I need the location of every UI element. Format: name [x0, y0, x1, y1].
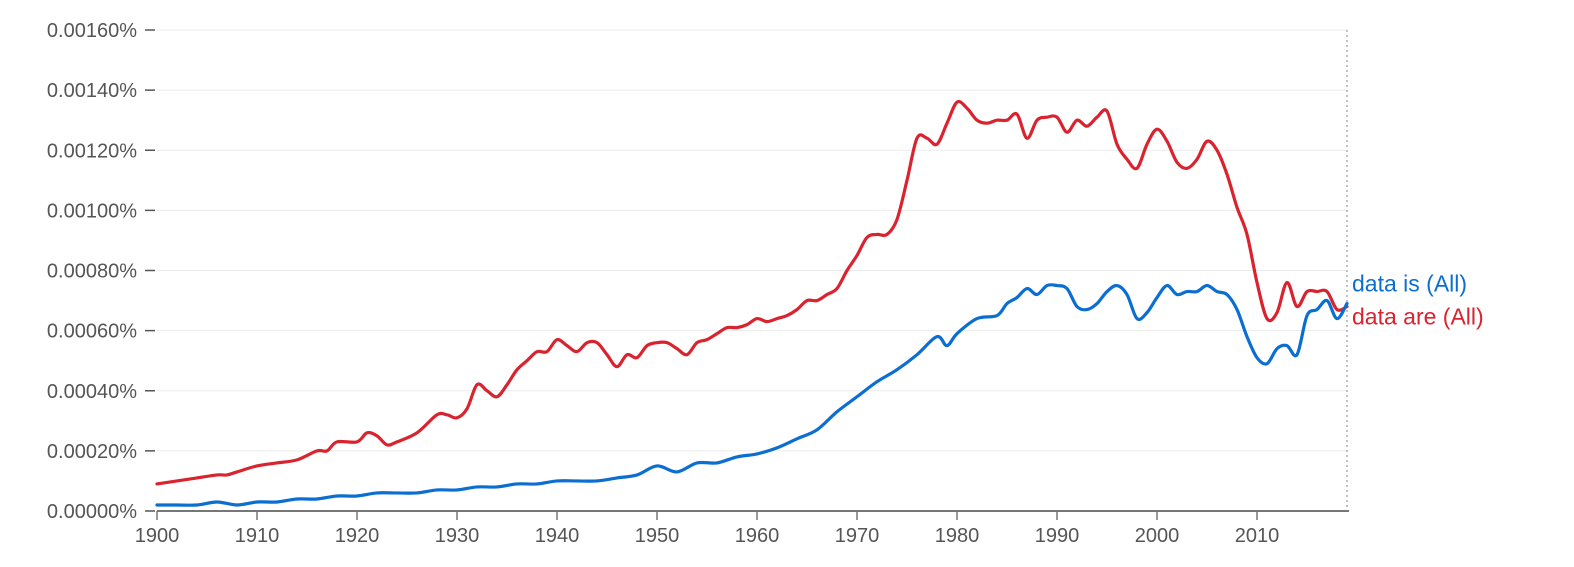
x-tick-label: 1940 [535, 525, 580, 547]
series-labels: data are (All) data is (All) [1352, 271, 1484, 330]
y-tick-label: 0.00080% [47, 261, 137, 283]
x-tick-label: 1930 [435, 525, 480, 547]
series-label-data-are-all[interactable]: data are (All) [1352, 304, 1484, 330]
x-tick-label: 1980 [935, 525, 980, 547]
x-tick-label: 1990 [1035, 525, 1080, 547]
series-label-data-is-all[interactable]: data is (All) [1352, 271, 1467, 297]
x-tick-label: 2000 [1135, 525, 1180, 547]
x-tick-label: 1950 [635, 525, 680, 547]
x-tick-label: 2010 [1235, 525, 1280, 547]
y-tick-label: 0.00000% [47, 501, 137, 523]
y-tick-label: 0.00060% [47, 321, 137, 343]
grid-lines [157, 29, 1347, 452]
y-tick-label: 0.00040% [47, 381, 137, 403]
series-line-data-is-all[interactable] [155, 283, 1349, 507]
series-line-data-are-all[interactable] [155, 99, 1349, 486]
y-tick-label: 0.00020% [47, 441, 137, 463]
axes: 0.00000% 0.00020% 0.00040% 0.00060% 0.00080%… [47, 20, 1349, 547]
y-tick-label: 0.00120% [47, 140, 137, 162]
x-tick-label: 1920 [335, 525, 380, 547]
y-tick-label: 0.00100% [47, 200, 137, 222]
y-tick-label: 0.00140% [47, 80, 137, 102]
x-tick-label: 1910 [235, 525, 280, 547]
y-tick-label: 0.00160% [47, 20, 137, 42]
series-lines [155, 99, 1349, 507]
x-tick-label: 1900 [135, 525, 180, 547]
x-tick-label: 1960 [735, 525, 780, 547]
x-tick-label: 1970 [835, 525, 880, 547]
